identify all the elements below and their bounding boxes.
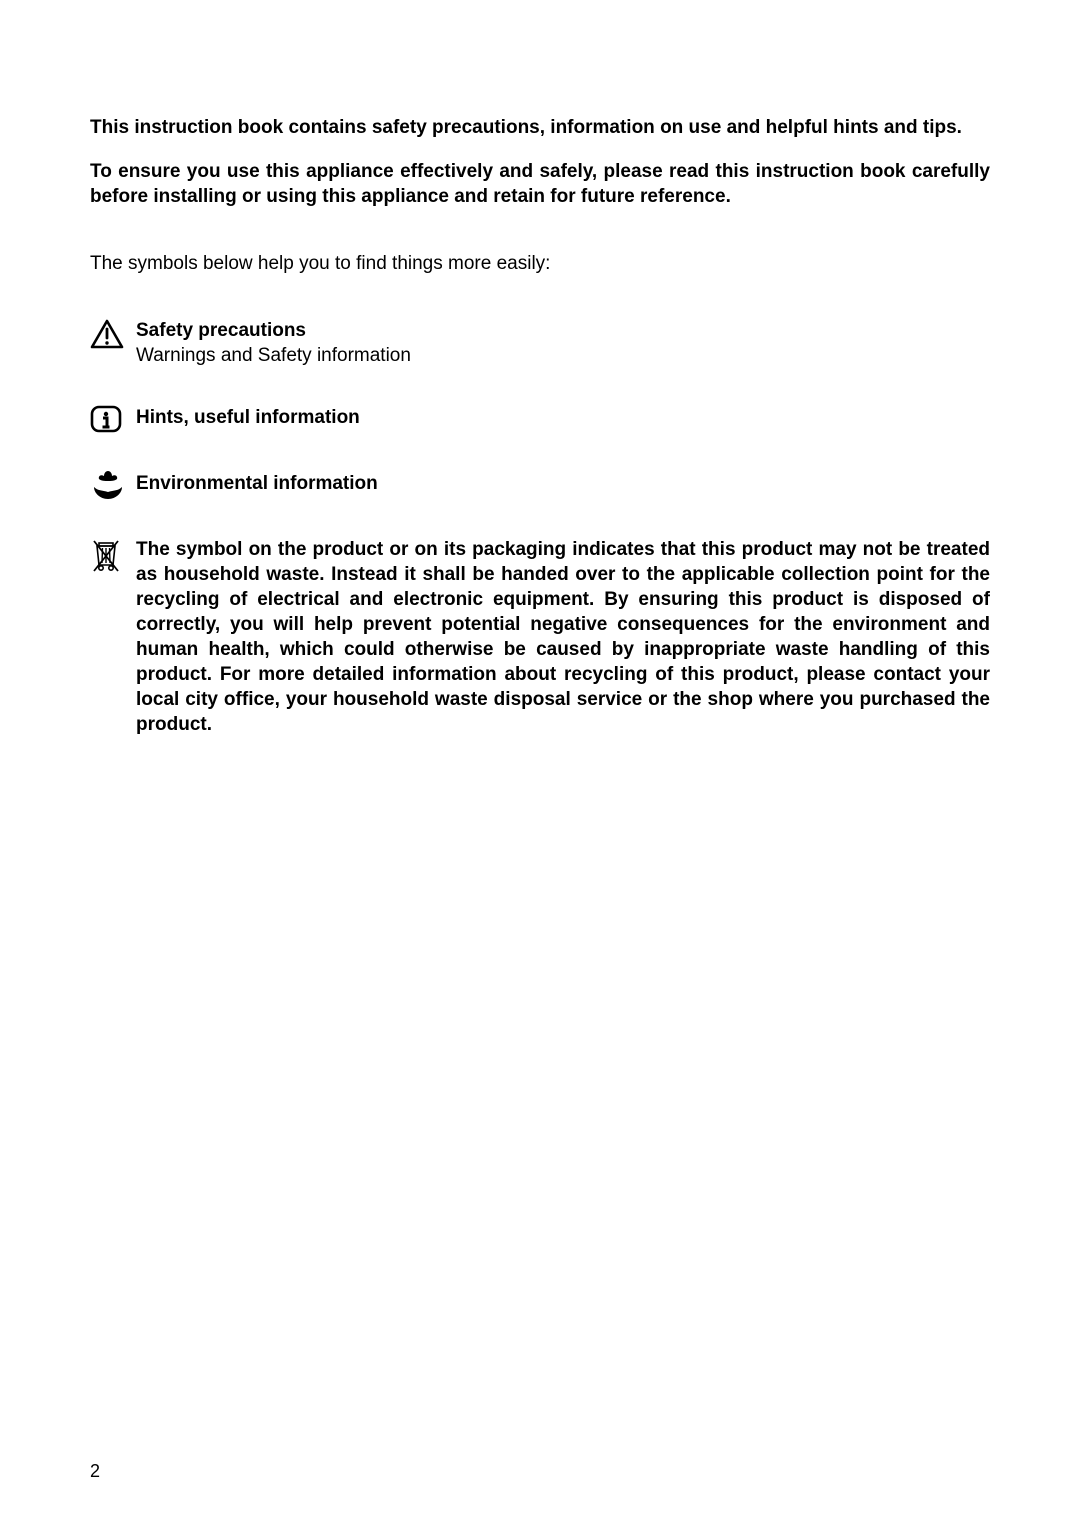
page-number: 2 [90, 1461, 100, 1482]
weee-text: The symbol on the product or on its pack… [136, 537, 990, 738]
info-icon [90, 405, 136, 433]
environment-title: Environmental information [136, 473, 378, 494]
flower-hands-icon [90, 469, 136, 501]
intro-line-2: To ensure you use this appliance effecti… [90, 159, 990, 209]
hints-title: Hints, useful information [136, 407, 360, 428]
weee-paragraph: The symbol on the product or on its pack… [136, 537, 990, 738]
intro-line-1: This instruction book contains safety pr… [90, 115, 990, 140]
warning-triangle-icon [90, 319, 136, 349]
page: This instruction book contains safety pr… [0, 0, 1080, 1528]
row-weee: The symbol on the product or on its pack… [90, 537, 990, 738]
safety-text: Safety precautions Warnings and Safety i… [136, 319, 990, 368]
row-environment: Environmental information [90, 469, 990, 501]
safety-subtitle: Warnings and Safety information [136, 344, 990, 369]
crossed-bin-icon [90, 537, 136, 575]
hints-text: Hints, useful information [136, 406, 990, 431]
symbols-intro: The symbols below help you to find thing… [90, 253, 990, 275]
safety-title: Safety precautions [136, 319, 990, 344]
row-hints: Hints, useful information [90, 405, 990, 433]
environment-text: Environmental information [136, 472, 990, 497]
row-safety: Safety precautions Warnings and Safety i… [90, 319, 990, 368]
